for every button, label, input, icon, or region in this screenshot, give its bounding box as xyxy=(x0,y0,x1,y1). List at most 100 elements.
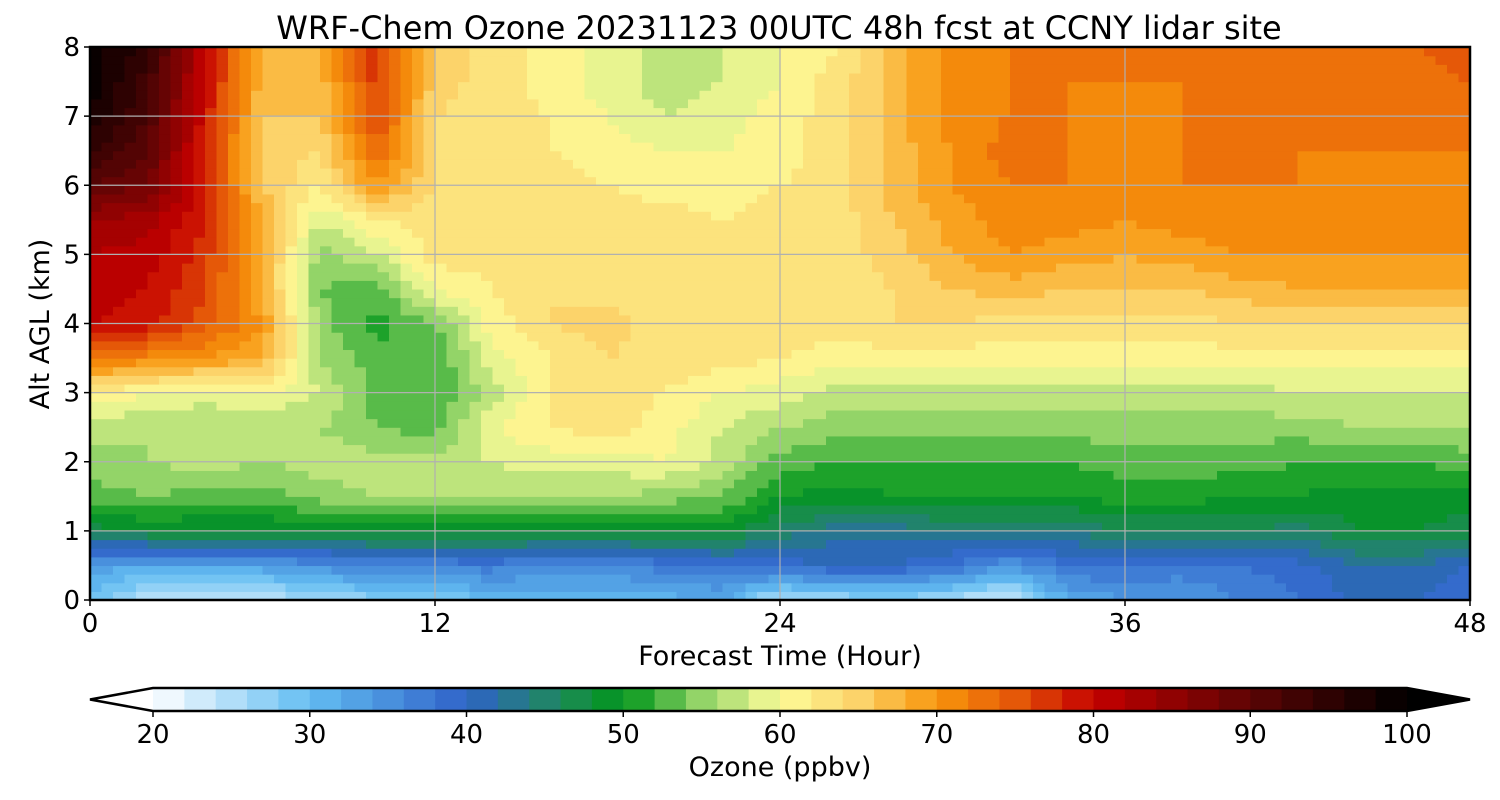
heatmap-cell xyxy=(354,288,367,299)
heatmap-cell xyxy=(791,427,804,437)
heatmap-cell xyxy=(550,90,563,100)
heatmap-cell xyxy=(665,193,678,204)
heatmap-cell xyxy=(147,496,160,506)
heatmap-cell xyxy=(412,263,425,273)
heatmap-cell xyxy=(676,202,689,212)
heatmap-cell xyxy=(136,435,149,446)
heatmap-cell xyxy=(205,81,218,91)
heatmap-cell xyxy=(469,522,482,532)
heatmap-cell xyxy=(285,55,298,65)
heatmap-cell xyxy=(630,444,643,454)
heatmap-cell xyxy=(274,314,287,325)
heatmap-cell xyxy=(665,98,678,109)
heatmap-cell xyxy=(975,401,988,411)
heatmap-cell xyxy=(354,366,367,376)
heatmap-cell xyxy=(469,479,482,489)
heatmap-cell xyxy=(515,72,528,83)
heatmap-cell xyxy=(883,332,896,342)
heatmap-cell xyxy=(952,90,965,100)
heatmap-cell xyxy=(665,401,678,411)
heatmap-cell xyxy=(584,306,597,316)
heatmap-cell xyxy=(90,504,103,515)
heatmap-cell xyxy=(607,548,620,558)
heatmap-cell xyxy=(757,90,770,100)
heatmap-cell xyxy=(182,263,195,273)
heatmap-cell xyxy=(791,193,804,204)
heatmap-cell xyxy=(113,271,126,281)
heatmap-cell xyxy=(205,358,218,368)
heatmap-cell xyxy=(423,496,436,506)
heatmap-cell xyxy=(136,202,149,212)
heatmap-cell xyxy=(964,245,977,255)
heatmap-cell xyxy=(159,479,172,489)
heatmap-cell xyxy=(354,409,367,420)
heatmap-cell xyxy=(400,55,413,65)
heatmap-cell xyxy=(113,72,126,83)
heatmap-cell xyxy=(757,435,770,446)
heatmap-cell xyxy=(872,72,885,83)
heatmap-cell xyxy=(469,444,482,454)
heatmap-cell xyxy=(239,418,252,428)
heatmap-cell xyxy=(170,504,183,515)
heatmap-cell xyxy=(688,159,701,169)
heatmap-cell xyxy=(228,306,241,316)
heatmap-cell xyxy=(688,306,701,316)
heatmap-cell xyxy=(262,271,275,281)
heatmap-cell xyxy=(653,392,666,402)
heatmap-cell xyxy=(573,401,586,411)
heatmap-cell xyxy=(561,574,574,584)
heatmap-cell xyxy=(274,427,287,437)
heatmap-cell xyxy=(159,340,172,351)
heatmap-cell xyxy=(124,565,137,575)
heatmap-cell xyxy=(653,470,666,480)
heatmap-cell xyxy=(941,47,954,57)
heatmap-cell xyxy=(136,340,149,351)
heatmap-cell xyxy=(561,366,574,376)
heatmap-cell xyxy=(159,409,172,420)
heatmap-cell xyxy=(331,340,344,351)
heatmap-cell xyxy=(366,167,379,178)
heatmap-cell xyxy=(630,383,643,394)
heatmap-cell xyxy=(262,418,275,428)
heatmap-cell xyxy=(722,159,735,169)
heatmap-cell xyxy=(101,90,114,100)
heatmap-cell xyxy=(251,409,264,420)
heatmap-cell xyxy=(642,297,655,307)
heatmap-cell xyxy=(906,461,919,471)
heatmap-cell xyxy=(699,185,712,195)
heatmap-cell xyxy=(550,383,563,394)
heatmap-cell xyxy=(757,444,770,454)
heatmap-cell xyxy=(239,142,252,152)
heatmap-cell xyxy=(573,392,586,402)
heatmap-cell xyxy=(423,254,436,264)
heatmap-cell xyxy=(975,461,988,471)
heatmap-cell xyxy=(124,116,137,126)
heatmap-cell xyxy=(941,427,954,437)
heatmap-cell xyxy=(814,142,827,152)
heatmap-cell xyxy=(285,323,298,333)
heatmap-cell xyxy=(90,237,103,247)
heatmap-cell xyxy=(975,280,988,290)
heatmap-cell xyxy=(676,453,689,463)
heatmap-cell xyxy=(504,375,517,385)
heatmap-cell xyxy=(872,383,885,394)
heatmap-cell xyxy=(952,211,965,221)
heatmap-cell xyxy=(377,522,390,532)
heatmap-cell xyxy=(711,591,724,601)
heatmap-cell xyxy=(435,548,448,558)
heatmap-cell xyxy=(722,202,735,212)
heatmap-cell xyxy=(469,55,482,65)
heatmap-cell xyxy=(757,263,770,273)
heatmap-cell xyxy=(803,306,816,316)
heatmap-cell xyxy=(469,64,482,74)
heatmap-cell xyxy=(435,263,448,273)
heatmap-cell xyxy=(837,107,850,117)
heatmap-cell xyxy=(481,496,494,506)
heatmap-cell xyxy=(354,185,367,195)
heatmap-cell xyxy=(262,98,275,109)
heatmap-cell xyxy=(90,591,103,601)
heatmap-cell xyxy=(803,358,816,368)
heatmap-cell xyxy=(849,582,862,592)
heatmap-cell xyxy=(872,133,885,143)
heatmap-cell xyxy=(607,263,620,273)
